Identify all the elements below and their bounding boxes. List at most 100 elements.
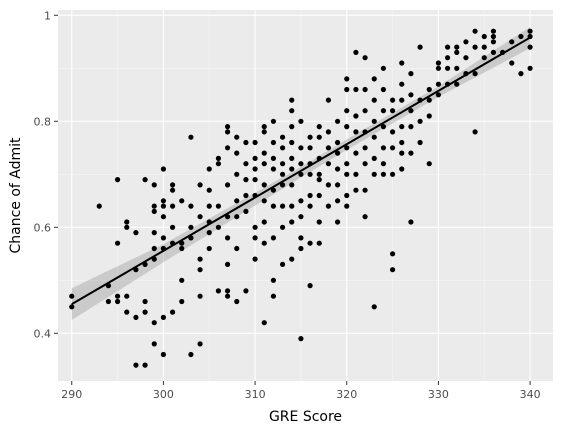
data-point [289, 203, 295, 209]
data-point [389, 251, 396, 257]
data-point [316, 240, 322, 246]
y-tick-label: 1 [44, 9, 51, 22]
data-point [399, 150, 405, 156]
data-point [243, 177, 249, 183]
data-point [408, 150, 414, 156]
data-point [252, 224, 258, 230]
x-axis-title: GRE Score [269, 409, 342, 425]
data-point [380, 108, 387, 114]
data-point [371, 118, 377, 124]
data-point [353, 171, 359, 177]
x-tick-label: 290 [61, 388, 82, 401]
data-point [169, 187, 176, 193]
data-point [206, 230, 212, 236]
x-tick-label: 340 [520, 388, 541, 401]
data-point [261, 150, 267, 156]
data-point [142, 309, 148, 315]
data-point [114, 240, 121, 246]
data-point [160, 203, 167, 209]
data-point [408, 92, 414, 98]
data-point [224, 293, 231, 299]
data-point [114, 298, 121, 305]
data-point [69, 304, 75, 310]
data-point [169, 224, 176, 230]
data-point [307, 192, 313, 199]
data-point [334, 139, 341, 146]
data-point [518, 71, 524, 77]
data-point [353, 187, 359, 193]
data-point [124, 224, 130, 230]
data-point [224, 124, 231, 130]
data-point [160, 351, 167, 358]
data-point [353, 150, 359, 156]
data-point [197, 256, 203, 262]
data-point [362, 86, 368, 93]
data-point [289, 256, 295, 262]
data-point [353, 86, 359, 93]
data-point [371, 304, 377, 310]
data-point [279, 261, 286, 267]
data-point [197, 341, 203, 347]
data-point [417, 44, 423, 50]
data-point [481, 55, 487, 61]
data-point [353, 113, 359, 119]
data-point [197, 293, 203, 299]
y-tick-label: 0.6 [34, 221, 52, 234]
data-point [224, 182, 231, 188]
data-point [169, 203, 176, 209]
data-point [325, 145, 332, 151]
data-point [527, 28, 533, 34]
data-point [151, 208, 157, 214]
data-point [224, 129, 231, 135]
data-point [298, 214, 304, 220]
data-point [151, 320, 157, 326]
data-point [105, 298, 112, 305]
y-axis-title: Chance of Admit [8, 137, 24, 254]
data-point [124, 309, 130, 315]
data-point [490, 33, 497, 40]
data-point [334, 182, 341, 188]
data-point [298, 235, 304, 241]
data-point [325, 203, 332, 209]
data-point [454, 81, 460, 87]
data-point [307, 145, 313, 151]
data-point [298, 118, 304, 124]
data-point [380, 171, 387, 177]
data-point [234, 214, 240, 220]
data-point [371, 134, 377, 140]
data-point [298, 198, 304, 204]
data-point [371, 76, 377, 82]
data-point [362, 161, 368, 167]
data-point [206, 187, 212, 193]
data-point [142, 177, 148, 183]
data-point [362, 187, 368, 193]
data-point [353, 49, 359, 56]
data-point [316, 171, 322, 177]
data-point [399, 166, 405, 172]
data-point [472, 44, 478, 50]
data-point [114, 293, 121, 299]
data-point [362, 108, 368, 114]
data-point [472, 129, 478, 135]
data-point [454, 65, 460, 71]
data-point [362, 145, 368, 151]
data-point [490, 49, 497, 56]
x-axis-ticks: 290 300 310 320 330 340 [61, 381, 541, 401]
data-point [160, 314, 167, 320]
data-point [270, 203, 277, 209]
data-point [481, 44, 487, 50]
data-point [151, 341, 157, 347]
x-tick-label: 310 [245, 388, 266, 401]
data-point [472, 71, 478, 77]
data-point [215, 161, 222, 167]
data-point [243, 288, 249, 294]
data-point [380, 161, 387, 167]
data-point [289, 155, 295, 161]
data-point [261, 198, 267, 204]
data-point [206, 166, 212, 172]
data-point [270, 277, 277, 283]
data-point [316, 219, 322, 225]
data-point [279, 134, 286, 140]
data-point [206, 245, 212, 252]
data-point [252, 166, 258, 172]
